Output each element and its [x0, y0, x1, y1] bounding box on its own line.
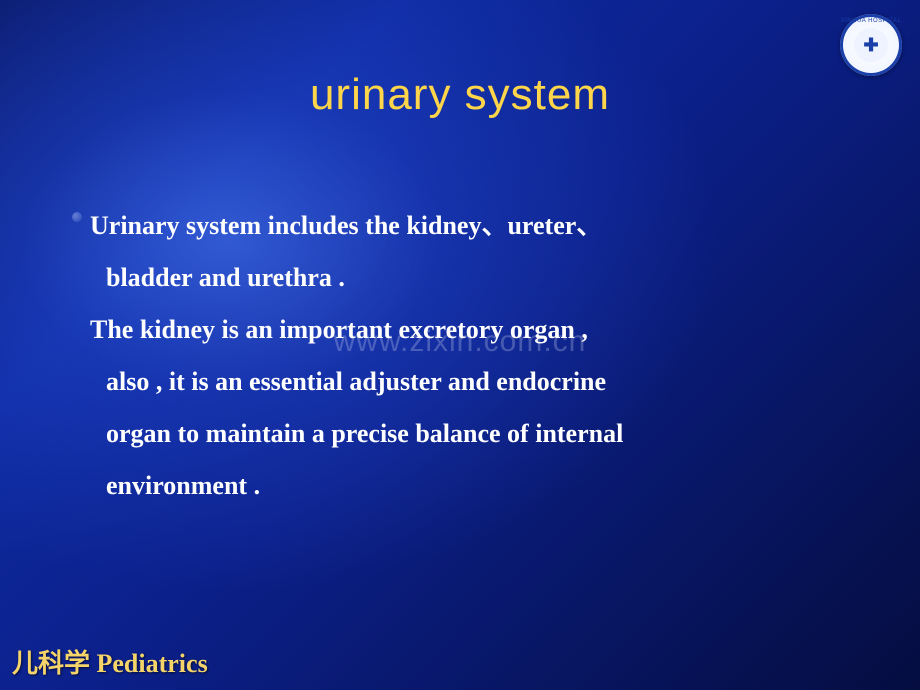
- body-line: also , it is an essential adjuster and e…: [90, 356, 850, 408]
- slide: XINHUA HOSPITAL ✚ urinary system www.zix…: [0, 0, 920, 690]
- logo-ring-text: XINHUA HOSPITAL: [840, 18, 902, 24]
- logo-glyph: ✚: [854, 28, 888, 62]
- body-line: Urinary system includes the kidney、urete…: [90, 200, 850, 252]
- body-line: The kidney is an important excretory org…: [90, 304, 850, 356]
- slide-body: Urinary system includes the kidney、urete…: [90, 200, 850, 512]
- footer-label: 儿科学 Pediatrics: [12, 643, 208, 680]
- body-line: bladder and urethra .: [90, 252, 850, 304]
- hospital-logo: XINHUA HOSPITAL ✚: [840, 14, 902, 76]
- slide-title: urinary system: [0, 70, 920, 120]
- body-line: organ to maintain a precise balance of i…: [90, 408, 850, 460]
- body-line: environment .: [90, 460, 850, 512]
- bullet-icon: [72, 212, 82, 222]
